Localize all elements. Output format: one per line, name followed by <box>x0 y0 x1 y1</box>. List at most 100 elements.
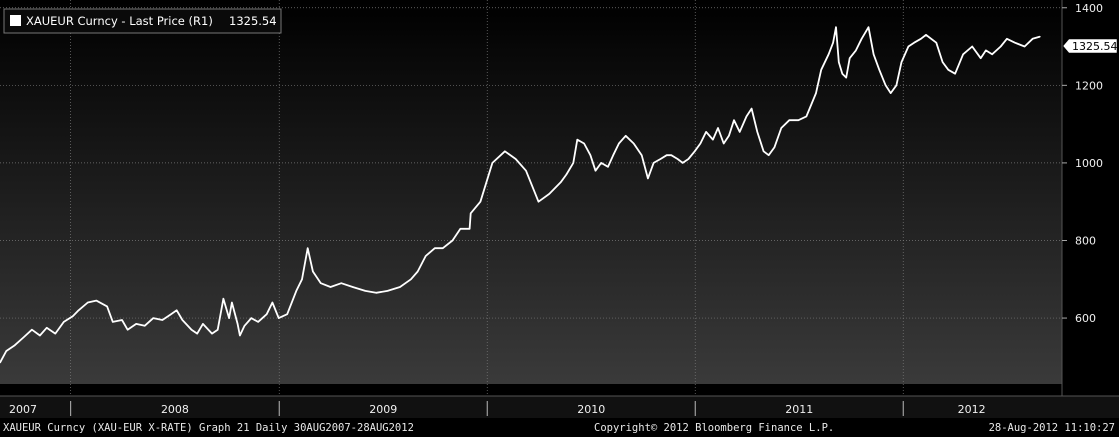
data-point <box>768 154 770 156</box>
data-point <box>878 69 880 71</box>
legend: XAUEUR Curncy - Last Price (R1) 1325.54 <box>3 8 282 34</box>
data-point <box>1039 36 1041 38</box>
data-point <box>625 135 627 137</box>
data-point <box>301 278 303 280</box>
x-tick-label: 2007 <box>9 403 37 416</box>
data-point <box>670 154 672 156</box>
data-point <box>152 317 154 319</box>
data-point <box>39 334 41 337</box>
y-tick-labels: 600 800 1000 1200 1400 <box>1062 2 1103 325</box>
data-point <box>653 162 655 164</box>
data-point <box>266 313 268 315</box>
data-point <box>641 154 643 156</box>
data-point <box>425 255 427 257</box>
data-point <box>161 319 163 321</box>
plot-area <box>0 0 1062 384</box>
last-price-tag: 1325.54 <box>1062 38 1118 54</box>
data-point <box>885 84 887 86</box>
data-point <box>127 329 129 331</box>
data-point <box>1014 42 1016 44</box>
data-point <box>797 119 800 121</box>
data-point <box>548 193 550 195</box>
data-point <box>815 92 817 94</box>
data-point <box>278 317 280 319</box>
data-point <box>1032 38 1034 40</box>
y-tick-label: 1200 <box>1075 79 1103 92</box>
data-point <box>78 309 80 311</box>
data-point <box>135 323 137 325</box>
x-tick-label: 2012 <box>958 403 986 416</box>
data-point <box>181 319 183 321</box>
data-point <box>329 286 332 288</box>
y-tick-label: 1400 <box>1075 2 1103 15</box>
data-point <box>907 45 910 48</box>
data-point <box>751 108 753 110</box>
data-point <box>479 201 481 203</box>
data-point <box>470 212 472 214</box>
data-point <box>971 45 973 48</box>
data-point <box>190 329 193 331</box>
y-tick-label: 600 <box>1075 312 1096 325</box>
data-point <box>399 286 401 288</box>
data-point <box>112 321 114 323</box>
data-point <box>451 239 454 242</box>
data-point <box>733 119 735 121</box>
data-point <box>920 38 922 40</box>
data-point <box>14 344 16 346</box>
data-point <box>202 323 204 325</box>
data-point <box>773 146 776 148</box>
data-point <box>54 333 56 335</box>
data-point <box>841 73 843 75</box>
data-point <box>228 317 230 319</box>
data-point <box>985 49 987 52</box>
data-point <box>699 142 702 145</box>
data-point <box>271 301 273 304</box>
x-axis-band <box>0 396 1119 418</box>
legend-value: 1325.54 <box>229 14 277 28</box>
data-point <box>222 298 224 300</box>
data-point <box>1006 38 1008 40</box>
data-point <box>666 154 668 156</box>
data-point <box>87 301 89 304</box>
data-point <box>560 181 562 183</box>
data-point <box>861 38 863 40</box>
series-layer <box>0 26 1041 364</box>
data-point <box>694 150 696 152</box>
x-tick-label: 2011 <box>785 403 813 416</box>
data-point <box>1000 45 1002 48</box>
data-point <box>739 131 741 133</box>
x-tick-label: 2010 <box>577 403 605 416</box>
data-point <box>780 127 782 129</box>
data-point <box>612 154 614 156</box>
data-point <box>239 334 241 337</box>
data-point <box>962 53 964 55</box>
data-point <box>723 142 725 145</box>
data-point <box>243 325 246 327</box>
footer-left: XAUEUR Curncy (XAU-EUR X-RATE) Graph 21 … <box>3 422 414 434</box>
data-point <box>364 290 366 292</box>
data-point <box>176 309 178 311</box>
data-point <box>745 115 748 117</box>
legend-label: XAUEUR Curncy - Last Price (R1) <box>26 14 213 28</box>
data-point <box>717 127 719 129</box>
data-point <box>121 319 123 321</box>
x-tick-label: 2009 <box>369 403 397 416</box>
data-point <box>320 282 322 284</box>
footer-bar <box>0 418 1119 437</box>
data-point <box>728 135 730 137</box>
data-point <box>572 162 574 164</box>
data-point <box>677 158 679 160</box>
data-point <box>835 26 837 28</box>
data-point <box>95 300 97 302</box>
legend-box <box>3 8 282 34</box>
data-point <box>607 166 609 168</box>
data-point <box>295 290 297 292</box>
data-point <box>633 142 635 145</box>
data-point <box>231 301 233 304</box>
data-point <box>5 350 7 352</box>
data-point <box>867 26 870 28</box>
data-point <box>647 177 649 179</box>
data-point <box>72 315 74 317</box>
data-point <box>682 162 684 164</box>
